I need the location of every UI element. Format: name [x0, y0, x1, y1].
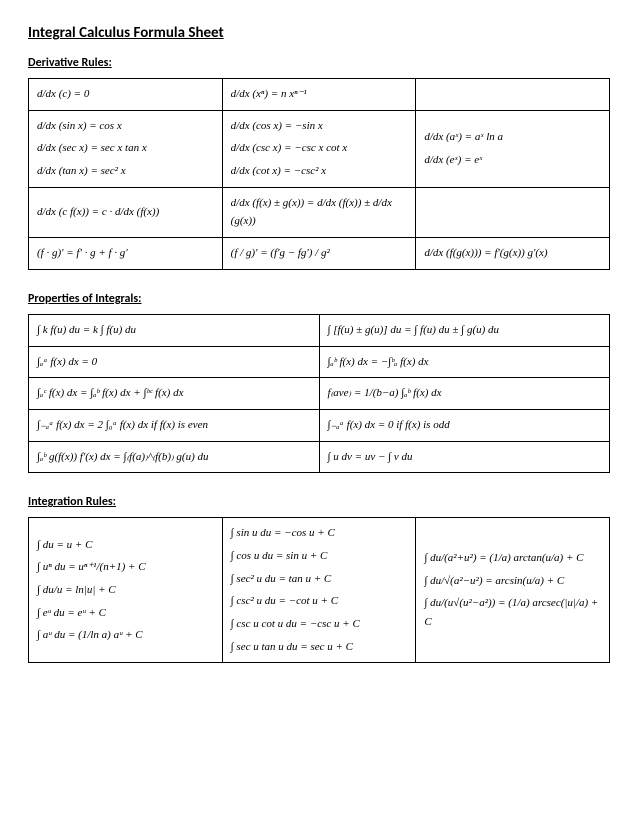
formula-cell: d/dx (c f(x)) = c · d/dx (f(x)) [29, 187, 223, 237]
formula-cell: ∫₋ₐᵃ f(x) dx = 2 ∫₀ᵃ f(x) dx if f(x) is … [29, 409, 320, 441]
formula-cell: (f / g)' = (f'g − fg') / g² [222, 238, 416, 270]
formula-cell: d/dx (f(g(x))) = f'(g(x)) g'(x) [416, 238, 610, 270]
formula-cell: d/dx (c) = 0 [29, 79, 223, 111]
formula-cell: d/dx (xⁿ) = n xⁿ⁻¹ [222, 79, 416, 111]
integral-properties-table: ∫ k f(u) du = k ∫ f(u) du ∫ [f(u) ± g(u)… [28, 314, 610, 473]
page-title: Integral Calculus Formula Sheet [28, 24, 610, 42]
formula-cell: d/dx (aˣ) = aˣ ln ad/dx (eˣ) = eˣ [416, 110, 610, 187]
formula-cell: d/dx (sin x) = cos xd/dx (sec x) = sec x… [29, 110, 223, 187]
formula-cell: ∫ₐᵃ f(x) dx = 0 [29, 346, 320, 378]
formula-cell: ∫ₐᶜ f(x) dx = ∫ₐᵇ f(x) dx + ∫ᵇᶜ f(x) dx [29, 378, 320, 410]
formula-cell: ∫ u dv = uv − ∫ v du [319, 441, 610, 473]
formula-cell: ∫ du/(a²+u²) = (1/a) arctan(u/a) + C∫ du… [416, 518, 610, 663]
section-label-derivatives: Derivative Rules: [28, 56, 610, 70]
formula-cell [416, 187, 610, 237]
formula-cell [416, 79, 610, 111]
integration-rules-table: ∫ du = u + C∫ uⁿ du = uⁿ⁺¹/(n+1) + C∫ du… [28, 517, 610, 663]
formula-cell: d/dx (f(x) ± g(x)) = d/dx (f(x)) ± d/dx … [222, 187, 416, 237]
formula-cell: ∫ sin u du = −cos u + C∫ cos u du = sin … [222, 518, 416, 663]
formula-cell: d/dx (cos x) = −sin xd/dx (csc x) = −csc… [222, 110, 416, 187]
formula-cell: ∫ du = u + C∫ uⁿ du = uⁿ⁺¹/(n+1) + C∫ du… [29, 518, 223, 663]
formula-cell: ∫ k f(u) du = k ∫ f(u) du [29, 314, 320, 346]
formula-cell: ∫ₐᵇ g(f(x)) f'(x) dx = ∫₍f(a)₎^₍f(b)₎ g(… [29, 441, 320, 473]
formula-cell: f₍ave₎ = 1/(b−a) ∫ₐᵇ f(x) dx [319, 378, 610, 410]
formula-cell: ∫₋ₐᵃ f(x) dx = 0 if f(x) is odd [319, 409, 610, 441]
formula-cell: ∫ₐᵇ f(x) dx = −∫ᵇₐ f(x) dx [319, 346, 610, 378]
derivative-rules-table: d/dx (c) = 0 d/dx (xⁿ) = n xⁿ⁻¹ d/dx (si… [28, 78, 610, 270]
formula-cell: ∫ [f(u) ± g(u)] du = ∫ f(u) du ± ∫ g(u) … [319, 314, 610, 346]
section-label-integration: Integration Rules: [28, 495, 610, 509]
formula-cell: (f · g)' = f' · g + f · g' [29, 238, 223, 270]
section-label-properties: Properties of Integrals: [28, 292, 610, 306]
